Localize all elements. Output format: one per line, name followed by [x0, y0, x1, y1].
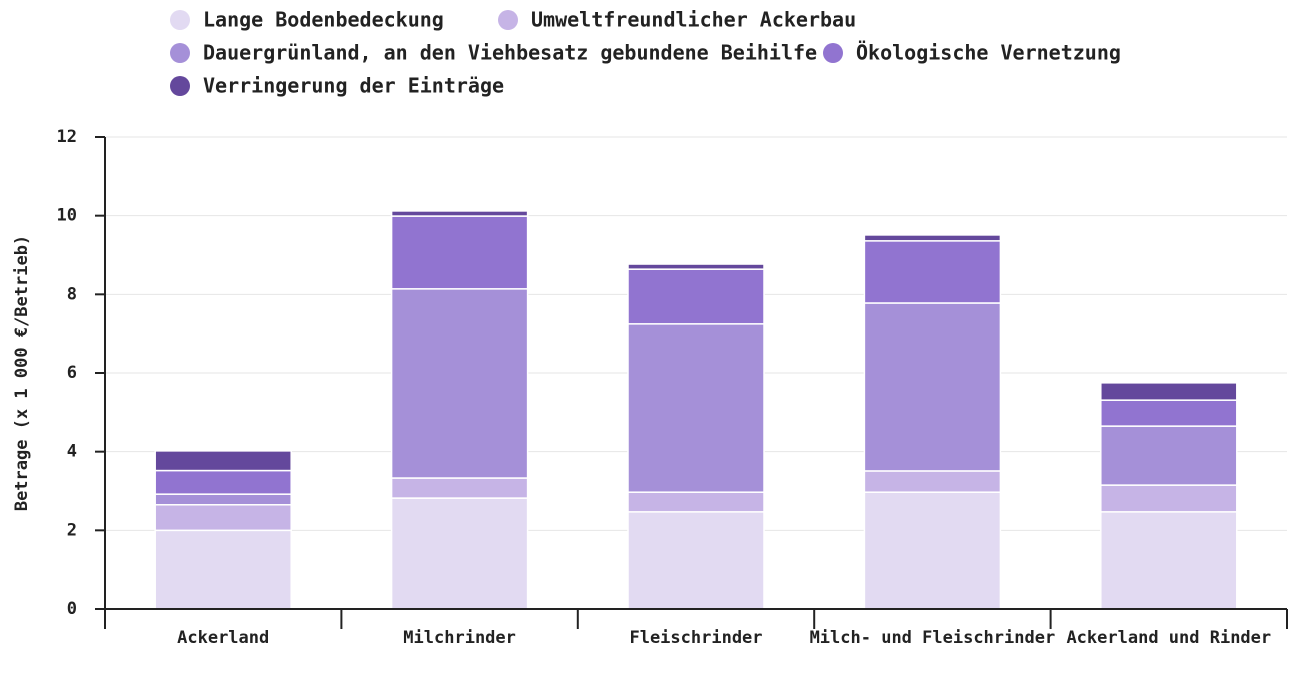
bar-segment	[863, 234, 1002, 242]
y-tick-label: 12	[57, 127, 77, 147]
bar-segment	[154, 493, 292, 506]
legend-swatch	[498, 10, 518, 30]
legend-label: Ökologische Vernetzung	[856, 41, 1121, 65]
bar-segment	[863, 240, 1002, 304]
y-tick-label: 0	[67, 599, 77, 619]
x-tick-label: Ackerland	[177, 628, 270, 648]
y-tick-label: 6	[67, 363, 77, 383]
legend-swatch	[170, 43, 190, 63]
bar-segment	[1100, 484, 1238, 513]
legend-swatch	[170, 76, 190, 96]
bar-segment	[627, 268, 765, 325]
legend-label: Lange Bodenbedeckung	[203, 8, 444, 32]
bar-segment	[627, 323, 765, 493]
bar-segment	[390, 288, 529, 479]
bar-segment	[390, 477, 529, 499]
bar-segment	[627, 263, 765, 270]
legend-swatch	[170, 10, 190, 30]
y-tick-label: 4	[67, 442, 77, 462]
bar-segment	[1100, 382, 1238, 401]
bar-segment	[1100, 511, 1238, 610]
bar-segment	[154, 504, 292, 532]
y-tick-label: 8	[67, 284, 77, 304]
legend-label: Umweltfreundlicher Ackerbau	[531, 8, 856, 32]
bar-segment	[1100, 425, 1238, 486]
y-axis-label: Betrage (x 1 000 €/Betrieb)	[12, 235, 32, 511]
legend-label: Verringerung der Einträge	[203, 74, 504, 98]
bar-segment	[627, 511, 765, 610]
bar-segment	[863, 491, 1002, 610]
x-tick-label: Fleischrinder	[629, 628, 763, 648]
legend-label: Dauergrünland, an den Viehbesatz gebunde…	[203, 41, 817, 65]
bar-segment	[390, 497, 529, 610]
bar-segment	[627, 491, 765, 513]
bar-segment	[1100, 399, 1238, 427]
x-tick-label: Milchrinder	[403, 628, 516, 648]
bar-segment	[863, 470, 1002, 493]
bar-segment	[154, 450, 292, 472]
bar-segment	[863, 302, 1002, 472]
bar-segment	[154, 529, 292, 610]
legend-swatch	[823, 43, 843, 63]
bar-segment	[154, 469, 292, 495]
y-tick-label: 10	[57, 206, 77, 226]
x-tick-label: Milch- und Fleischrinder	[809, 628, 1056, 648]
y-tick-label: 2	[67, 520, 77, 540]
x-tick-label: Ackerland und Rinder	[1066, 628, 1272, 648]
bar-segment	[390, 210, 529, 217]
bar-segment	[390, 215, 529, 290]
